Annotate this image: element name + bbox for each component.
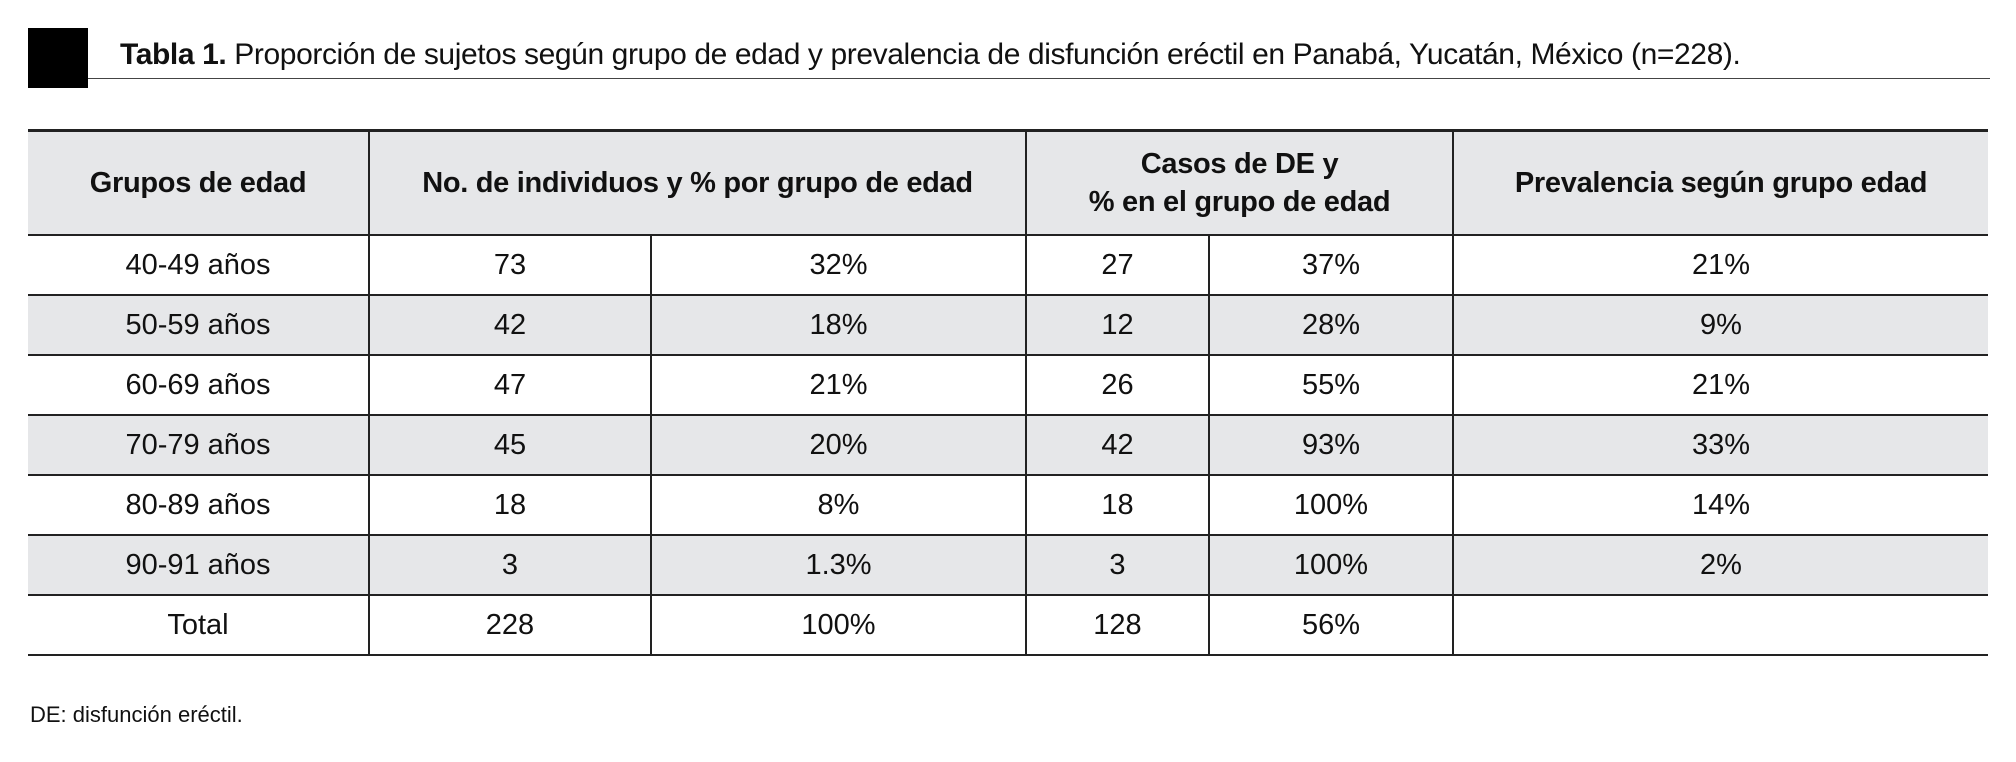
table-cell: 26 (1025, 354, 1209, 416)
table-cell: 18 (1025, 474, 1209, 536)
title-marker (28, 28, 88, 88)
table-cell: 42 (368, 294, 651, 356)
table-row: 50-59 años 42 18% 12 28% 9% (28, 294, 1989, 356)
table-cell: 80-89 años (28, 474, 369, 536)
table-cell: 45 (368, 414, 651, 476)
table-cell: 37% (1207, 234, 1454, 296)
table-cell: 128 (1025, 594, 1209, 656)
table-cell: 3 (1025, 534, 1209, 596)
header-cell: Grupos de edad (28, 129, 369, 236)
header-row: Grupos de edad No. de individuos y % por … (28, 129, 1989, 236)
table-cell: 12 (1025, 294, 1209, 356)
table-cell: 14% (1452, 474, 1989, 536)
title-text: Proporción de sujetos según grupo de eda… (234, 38, 1741, 71)
table-cell: 33% (1452, 414, 1989, 476)
table-cell: 8% (650, 474, 1026, 536)
table-cell: 21% (1452, 354, 1989, 416)
table-cell: 228 (368, 594, 651, 656)
table-cell: 21% (1452, 234, 1989, 296)
title: Tabla 1. Proporción de sujetos según grup… (120, 38, 1741, 72)
table-cell: 60-69 años (28, 354, 369, 416)
table-row: 40-49 años 73 32% 27 37% 21% (28, 234, 1989, 296)
table-cell: 3 (368, 534, 651, 596)
table-cell: 70-79 años (28, 414, 369, 476)
table-cell: 50-59 años (28, 294, 369, 356)
table-cell: 100% (650, 594, 1026, 656)
header-text: Prevalencia según grupo edad (1514, 167, 1928, 199)
table-cell: 93% (1207, 414, 1454, 476)
table-cell: Total (28, 594, 369, 656)
header-text: No. de individuos y % por grupo de edad (422, 167, 973, 199)
table-cell: 100% (1207, 534, 1454, 596)
table-cell: 47 (368, 354, 651, 416)
footnote: DE: disfunción eréctil. (30, 702, 243, 727)
title-label: Tabla 1. (120, 38, 227, 71)
table-row: 70-79 años 45 20% 42 93% 33% (28, 414, 1989, 476)
table-row: 90-91 años 3 1.3% 3 100% 2% (28, 534, 1989, 596)
header-cell: Casos de DE y % en el grupo de edad (1024, 129, 1454, 236)
table-cell: 28% (1207, 294, 1454, 356)
table-cell: 55% (1207, 354, 1454, 416)
table-row: Total 228 100% 128 56% (28, 594, 1989, 656)
table-cell: 27 (1025, 234, 1209, 296)
table-cell: 2% (1452, 534, 1989, 596)
header-text: Grupos de edad (89, 167, 307, 199)
table: Grupos de edad No. de individuos y % por … (28, 129, 1989, 656)
table-cell: 42 (1025, 414, 1209, 476)
header-cell: No. de individuos y % por grupo de edad (368, 129, 1026, 236)
header-cell: Prevalencia según grupo edad (1452, 129, 1989, 236)
table-cell: 20% (650, 414, 1026, 476)
header-text: Casos de DE y (1140, 148, 1339, 180)
table-cell: 90-91 años (28, 534, 369, 596)
table-cell: 21% (650, 354, 1026, 416)
table-cell: 1.3% (650, 534, 1026, 596)
table-row: 60-69 años 47 21% 26 55% 21% (28, 354, 1989, 416)
table-cell: 9% (1452, 294, 1989, 356)
table-cell: 56% (1207, 594, 1454, 656)
table-row: 80-89 años 18 8% 18 100% 14% (28, 474, 1989, 536)
table-cell: 40-49 años (28, 234, 369, 296)
table-cell (1452, 594, 1989, 656)
table-cell: 73 (368, 234, 651, 296)
table-cell: 18 (368, 474, 651, 536)
title-rule (88, 78, 1990, 79)
table-cell: 18% (650, 294, 1026, 356)
header-text: % en el grupo de edad (1088, 186, 1391, 218)
table-cell: 100% (1207, 474, 1454, 536)
table-cell: 32% (650, 234, 1026, 296)
